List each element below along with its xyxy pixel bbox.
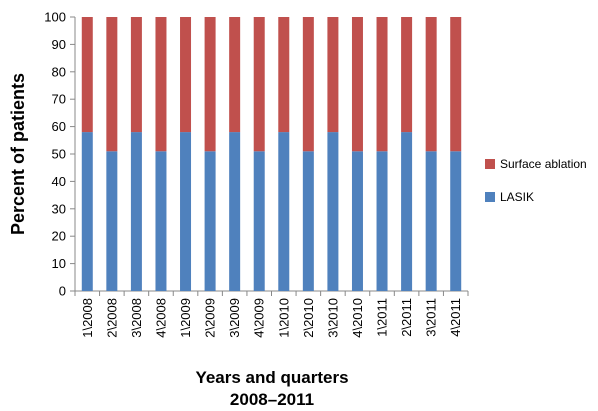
bar-surface-ablation: [278, 17, 290, 133]
bars: [81, 17, 462, 291]
bar-lasik: [253, 151, 265, 291]
bar-lasik: [81, 132, 93, 291]
y-tick-label: 80: [52, 64, 66, 79]
bar-surface-ablation: [425, 17, 437, 152]
y-axis-label: Percent of patients: [8, 73, 28, 235]
x-tick-label: 2\2009: [203, 298, 218, 338]
y-tick-label: 50: [52, 147, 66, 162]
x-tick-label: 3\2010: [325, 298, 340, 338]
bar-lasik: [106, 151, 118, 291]
bar-lasik: [229, 132, 241, 291]
bar-surface-ablation: [180, 17, 192, 133]
x-tick-label: 1\2010: [276, 298, 291, 338]
bar-surface-ablation: [155, 17, 167, 152]
x-tick-label: 3\2008: [129, 298, 144, 338]
y-tick-label: 100: [44, 10, 66, 25]
bar-lasik: [302, 151, 314, 291]
y-tick-label: 60: [52, 119, 66, 134]
x-tick-label: 2\2010: [301, 298, 316, 338]
bar-lasik: [327, 132, 339, 291]
bar-surface-ablation: [401, 17, 413, 133]
bar-surface-ablation: [229, 17, 241, 133]
bar-surface-ablation: [450, 17, 462, 152]
bar-surface-ablation: [106, 17, 118, 152]
bar-surface-ablation: [204, 17, 216, 152]
legend-label: Surface ablation: [500, 157, 587, 171]
bar-surface-ablation: [302, 17, 314, 152]
x-tick-label: 2\2011: [399, 298, 414, 337]
x-tick-label: 3\2011: [424, 298, 439, 337]
y-tick-label: 90: [52, 37, 66, 52]
y-tick-label: 40: [52, 174, 66, 189]
bar-surface-ablation: [253, 17, 265, 152]
bar-lasik: [130, 132, 142, 291]
bar-lasik: [351, 151, 363, 291]
x-axis-label-years: 2008–2011: [230, 390, 314, 409]
bar-lasik: [180, 132, 192, 291]
legend-label: LASIK: [500, 190, 534, 204]
legend-swatch: [485, 159, 495, 169]
x-tick-label: 4\2011: [448, 298, 463, 337]
x-tick-label: 1\2008: [80, 298, 95, 338]
bar-surface-ablation: [376, 17, 388, 152]
bar-surface-ablation: [327, 17, 339, 133]
x-tick-label: 4\2009: [252, 298, 267, 338]
x-tick-label: 4\2008: [153, 298, 168, 338]
legend-swatch: [485, 192, 495, 202]
y-tick-label: 20: [52, 229, 66, 244]
bar-surface-ablation: [81, 17, 93, 133]
bar-lasik: [278, 132, 290, 291]
plot-area: 0 10 20 30 40 50 60 70 80 90 100 1\2008 2\2008 3\200…: [44, 10, 469, 338]
x-tick-label: 1\2009: [178, 298, 193, 338]
bar-lasik: [450, 151, 462, 291]
bar-surface-ablation: [351, 17, 363, 152]
bar-lasik: [401, 132, 413, 291]
y-tick-label: 30: [52, 201, 66, 216]
x-axis-ticks: 1\2008 2\2008 3\2008 4\2008 1\2009 2\2009 3\20…: [74, 291, 469, 338]
x-tick-label: 3\2009: [227, 298, 242, 338]
y-tick-label: 0: [59, 284, 66, 299]
x-axis-label: Years and quarters: [195, 368, 348, 387]
y-tick-label: 70: [52, 92, 66, 107]
legend: Surface ablation LASIK: [485, 157, 587, 204]
bar-lasik: [204, 151, 216, 291]
y-tick-label: 10: [52, 256, 66, 271]
bar-surface-ablation: [130, 17, 142, 133]
bar-lasik: [155, 151, 167, 291]
y-axis-ticks: 0 10 20 30 40 50 60 70 80 90 100: [44, 10, 75, 299]
bar-lasik: [425, 151, 437, 291]
bar-lasik: [376, 151, 388, 291]
x-tick-label: 2\2008: [104, 298, 119, 338]
x-tick-label: 4\2010: [350, 298, 365, 338]
x-tick-label: 1\2011: [375, 298, 390, 337]
